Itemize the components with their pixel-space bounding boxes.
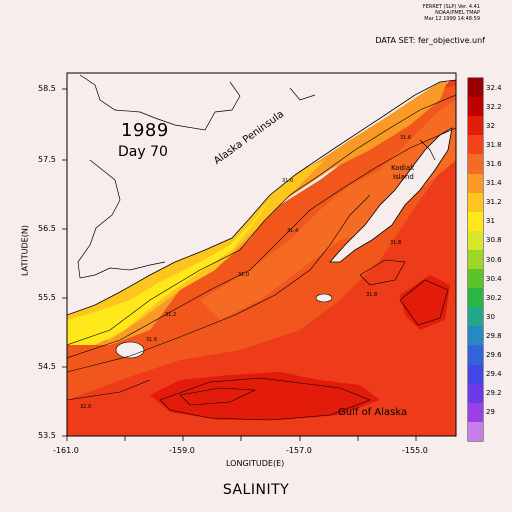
colorbar-label: 31.6 — [486, 159, 502, 168]
colorbar-cell — [468, 249, 483, 270]
contour-label: 31.8 — [390, 240, 402, 246]
land-mask — [67, 73, 456, 316]
colorbar-cell — [468, 78, 483, 98]
colorbar-label: 31.8 — [486, 140, 502, 149]
contour-label: 31.8 — [366, 292, 378, 298]
y-tick-label: 56.5 — [38, 224, 56, 233]
ferret-date-text: Mar 12 1999 14:48:59 — [424, 16, 480, 22]
field-deep-red-2 — [400, 275, 450, 330]
coastline — [77, 74, 436, 279]
island-shape — [115, 341, 145, 359]
field-orange — [200, 100, 456, 320]
ferret-org-text: NOAA/PMEL TMAP — [435, 10, 480, 16]
colorbar-cell — [468, 230, 483, 251]
colorbar-label: 31.4 — [486, 179, 502, 188]
colorbar-cell — [468, 173, 483, 194]
field-bright-yellow — [67, 200, 270, 345]
colorbar-label: 29.8 — [486, 331, 502, 340]
colorbar-label: 32.2 — [486, 102, 502, 111]
colorbar-label: 29.6 — [486, 351, 502, 360]
colorbar-label: 31 — [486, 217, 495, 226]
colorbar-label: 30.4 — [486, 274, 502, 283]
plot-frame — [66, 72, 457, 437]
contour-label: 31.0 — [238, 272, 250, 278]
y-tick-label: 54.5 — [38, 362, 56, 371]
colorbar-label: 32 — [486, 121, 495, 130]
x-tick-label: -157.0 — [286, 446, 312, 455]
contour-lines — [67, 94, 456, 421]
colorbar-cell — [468, 116, 483, 136]
x-tick-label: -159.0 — [169, 446, 195, 455]
colorbar-label: 29.4 — [486, 370, 502, 379]
kodiak-island — [329, 127, 453, 263]
y-tick-label: 57.5 — [38, 155, 56, 164]
colorbar-label: 30.6 — [486, 255, 502, 264]
colorbar-cell — [468, 192, 483, 213]
field-deep-red — [150, 372, 380, 420]
colorbar-label: 32.4 — [486, 83, 502, 92]
contour-label: 32.0 — [80, 404, 92, 410]
dataset-label: DATA SET: fer_objective.unf — [375, 36, 485, 45]
x-tick-label: -161.0 — [53, 446, 79, 455]
colorbar-label: 30.2 — [486, 293, 502, 302]
ferret-version-text: FERRET (SLP) Ver. 4.41 — [422, 4, 480, 10]
y-tick-label: 55.5 — [38, 293, 56, 302]
y-axis-title: LATITUDE(N) — [20, 225, 30, 276]
colorbar-cell — [468, 383, 483, 404]
colorbar-cell — [468, 154, 483, 174]
colorbar-label: 30 — [486, 312, 495, 321]
y-tick-label: 53.5 — [38, 431, 56, 440]
contour-label: 31.4 — [287, 228, 299, 234]
colorbar-label: 29.2 — [486, 389, 502, 398]
colorbar-cell — [468, 211, 483, 232]
colorbar-cell — [468, 402, 483, 423]
colorbar-cell — [468, 307, 483, 327]
colorbar-cell — [468, 269, 483, 289]
x-tick-label: -155.0 — [402, 446, 428, 455]
gulf-of-alaska-label: Gulf of Alaska — [338, 407, 408, 418]
colorbar-cell — [468, 97, 483, 117]
plot-title: SALINITY — [222, 482, 290, 498]
contour-label: 31.2 — [165, 312, 177, 318]
colorbar-label: 29 — [486, 408, 495, 417]
y-tick-label: 58.5 — [38, 84, 56, 93]
colorbar-cell — [468, 135, 483, 155]
colorbar-label: 30.8 — [486, 236, 502, 245]
colorbar — [468, 78, 483, 442]
colorbar-cell — [468, 345, 483, 366]
day-label: Day 70 — [118, 144, 168, 160]
kodiak-label: Kodiak — [391, 164, 415, 172]
year-label: 1989 — [121, 120, 169, 141]
x-axis-title: LONGITUDE(E) — [226, 459, 285, 468]
colorbar-cell — [468, 288, 483, 308]
island-shape — [315, 293, 333, 303]
colorbar-cell — [468, 326, 483, 346]
island-label: Island — [393, 173, 414, 181]
colorbar-cell — [468, 421, 483, 442]
contour-label: 31.0 — [282, 178, 294, 184]
contour-label: 31.6 — [400, 135, 412, 141]
colorbar-cell — [468, 364, 483, 385]
contour-label: 31.6 — [146, 337, 158, 343]
colorbar-label: 31.2 — [486, 198, 502, 207]
field-orange-dark — [67, 85, 456, 400]
